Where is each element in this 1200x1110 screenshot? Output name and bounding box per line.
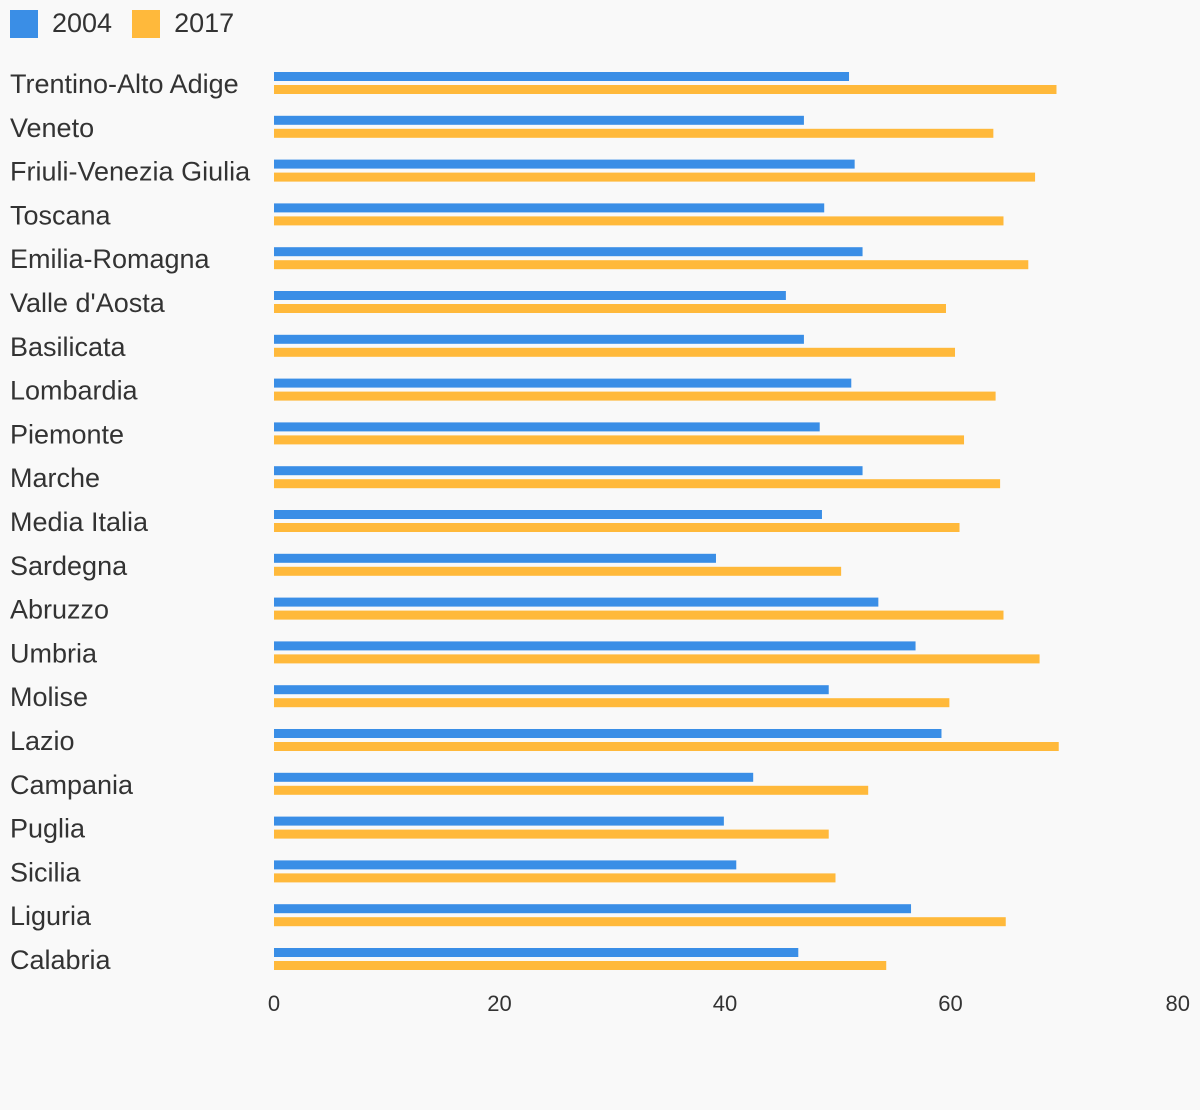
legend-label-2004: 2004 [52,8,113,38]
bar-2017-sicilia [274,873,836,883]
bar-2017-piemonte [274,435,965,445]
bar-2004-lombardia [274,378,852,388]
category-label-trentino-alto-adige: Trentino-Alto Adige [10,69,239,99]
category-label-basilicata: Basilicata [10,332,127,362]
bar-2017-umbria [274,654,1040,664]
bar-2004-sicilia [274,860,737,870]
bar-2004-piemonte [274,422,820,432]
category-label-molise: Molise [10,682,88,712]
category-label-marche: Marche [10,463,100,493]
category-label-abruzzo: Abruzzo [10,595,109,625]
legend-swatch-2017 [132,9,161,38]
bar-2017-lazio [274,742,1059,751]
category-label-valle-d-aosta: Valle d'Aosta [10,288,166,318]
bar-2004-basilicata [274,334,804,344]
bar-2004-marche [274,466,863,476]
legend-swatch-2004 [10,9,38,38]
bar-2004-abruzzo [274,597,879,607]
category-label-calabria: Calabria [10,945,112,975]
bar-2017-campania [274,785,869,795]
bar-2017-calabria [274,961,887,970]
bar-2017-sardegna [274,566,842,576]
category-label-friuli-venezia-giulia: Friuli-Venezia Giulia [10,157,251,187]
bar-2004-trentino-alto-adige [274,72,850,81]
x-tick-label-80: 80 [1166,991,1190,1016]
category-label-media-italia: Media Italia [10,507,149,537]
bar-2017-toscana [274,216,1004,226]
category-label-campania: Campania [10,770,134,800]
bar-2004-media-italia [274,510,822,519]
bar-2017-puglia [274,829,829,839]
bar-2017-liguria [274,917,1006,927]
bar-2004-sardegna [274,553,716,563]
category-label-umbria: Umbria [10,638,98,668]
bar-2004-umbria [274,641,916,651]
bar-2004-valle-d-aosta [274,291,786,300]
bar-2017-media-italia [274,523,960,532]
category-label-toscana: Toscana [10,200,112,230]
bar-2004-molise [274,685,829,695]
bar-2004-calabria [274,948,799,957]
category-label-lombardia: Lombardia [10,376,139,406]
legend-item-2017[interactable]: 2017 [132,8,234,39]
bar-2017-abruzzo [274,610,1004,620]
bar-2017-emilia-romagna [274,260,1029,270]
bar-2004-veneto [274,115,804,125]
category-label-veneto: Veneto [10,113,94,143]
category-label-emilia-romagna: Emilia-Romagna [10,244,211,274]
chart-legend: 2004 2017 [10,8,254,39]
category-label-liguria: Liguria [10,901,92,931]
bar-2004-toscana [274,203,825,213]
bar-2017-basilicata [274,347,956,357]
bar-2017-lombardia [274,391,996,401]
x-tick-label-20: 20 [487,991,511,1016]
legend-label-2017: 2017 [174,8,235,38]
bar-2004-friuli-venezia-giulia [274,159,855,169]
category-label-lazio: Lazio [10,726,75,756]
bar-2004-emilia-romagna [274,247,863,257]
bar-2004-puglia [274,816,724,826]
x-tick-label-0: 0 [268,991,280,1016]
bar-2004-campania [274,772,754,782]
bar-2017-molise [274,698,950,708]
bar-2004-lazio [274,729,942,738]
legend-item-2004[interactable]: 2004 [10,8,112,39]
category-label-piemonte: Piemonte [10,419,124,449]
x-tick-label-60: 60 [938,991,962,1016]
bar-2017-veneto [274,128,994,138]
x-tick-label-40: 40 [713,991,737,1016]
bar-2017-marche [274,479,1001,489]
bar-2017-trentino-alto-adige [274,85,1057,94]
category-label-puglia: Puglia [10,814,86,844]
bar-2004-liguria [274,904,912,914]
bar-2017-friuli-venezia-giulia [274,172,1036,182]
category-label-sicilia: Sicilia [10,857,82,887]
bar-2017-valle-d-aosta [274,304,946,313]
category-label-sardegna: Sardegna [10,551,128,581]
